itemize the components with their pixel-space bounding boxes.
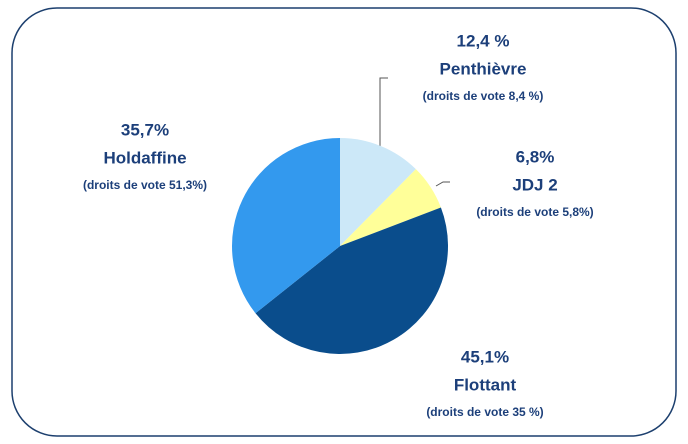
sublabel: (droits de vote 51,3%) (83, 178, 207, 192)
pie-slice (232, 138, 340, 314)
value-label: 6,8% (516, 147, 555, 166)
value-label: 35,7% (121, 120, 169, 139)
category-label: JDJ 2 (512, 175, 557, 194)
leader-line (435, 181, 450, 187)
category-label: Penthièvre (440, 59, 527, 78)
sublabel: (droits de vote 5,8%) (476, 205, 593, 219)
pie-slice (340, 138, 416, 246)
sublabel: (droits de vote 8,4 %) (423, 89, 544, 103)
value-label: 12,4 % (457, 31, 510, 50)
category-label: Flottant (454, 375, 517, 394)
value-label: 45,1% (461, 347, 509, 366)
leader-line (379, 77, 388, 148)
pie-slice (255, 207, 449, 355)
sublabel: (droits de vote 35 %) (426, 405, 543, 419)
category-label: Holdaffine (103, 148, 186, 167)
pie-slice (340, 169, 441, 246)
